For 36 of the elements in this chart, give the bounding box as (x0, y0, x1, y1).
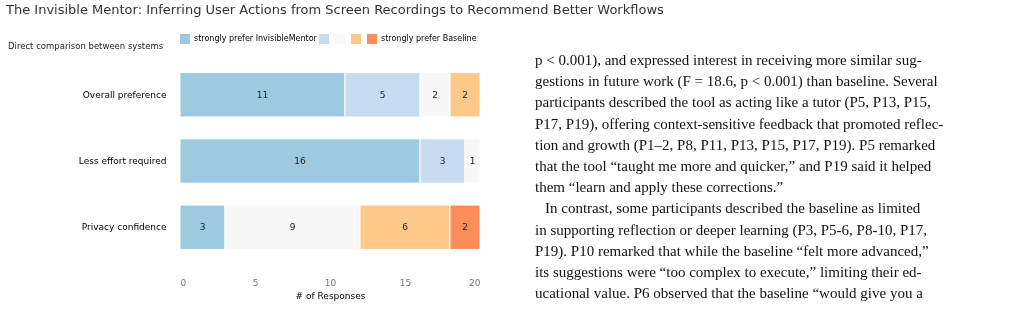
data-label: 1 (469, 156, 476, 166)
data-label: 6 (402, 222, 409, 233)
text: P17, P19), offering context-sensitive feedback that promoted reflec- (535, 114, 945, 134)
y-tick-label: Privacy confidence (81, 222, 167, 233)
text: tion and growth (P1–2, P8, P11, P13, P15, P17, P19). P5 remarked (535, 135, 937, 155)
data-label: 2 (462, 222, 468, 233)
data-label: 5 (379, 89, 386, 100)
data-label: 3 (199, 222, 206, 233)
x-tick-label: 15 (399, 277, 412, 288)
data-label: 2 (462, 89, 468, 100)
data-label: 11 (256, 89, 269, 100)
chart-title: The Invisible Mentor: Inferring User Actions from Screen Recordings to Recommend Better Workflows (6, 2, 664, 17)
y-tick-label: Less effort required (78, 156, 167, 166)
text: In contrast, some participants described the baseline as limited (544, 199, 922, 219)
text: P19). P10 remarked that while the baseline “felt more advanced,” (535, 241, 930, 261)
x-tick-label: 0 (180, 277, 187, 288)
legend-label: strongly prefer InvisibleMentor (194, 34, 318, 43)
text: participants described the tool as acting like a tutor (P5, P13, P15, (535, 93, 932, 113)
text: in supporting reflection or deeper learning (P3, P5-6, P8-10, P17, (535, 220, 928, 240)
data-label: 3 (439, 156, 446, 166)
x-tick-label: 5 (252, 277, 259, 288)
text: p < 0.001), and expressed interest in receiving more similar sug- (535, 51, 923, 70)
text: its suggestions were “too complex to execute,” limiting their ed- (535, 263, 923, 283)
y-tick-label: Overall preference (82, 89, 167, 100)
data-label: 16 (294, 156, 306, 166)
data-label: 9 (289, 222, 296, 233)
x-axis-title: # of Responses (295, 290, 366, 301)
text: gestions in future work (F = 18.6, p < 0.001) than baseline. Several (535, 72, 939, 92)
text: Direct comparison between systems (8, 41, 164, 51)
x-tick-label: 20 (469, 277, 481, 288)
text: that the tool “taught me more and quicker,” and P19 said it helped (535, 157, 933, 176)
text: them “learn and apply these corrections.” (535, 178, 785, 198)
data-label: 2 (432, 89, 438, 100)
x-tick-label: 10 (324, 277, 337, 288)
legend-label: strongly prefer Baseline (381, 34, 477, 43)
text: ucational value. P6 observed that the baseline “would give you a (535, 284, 924, 304)
